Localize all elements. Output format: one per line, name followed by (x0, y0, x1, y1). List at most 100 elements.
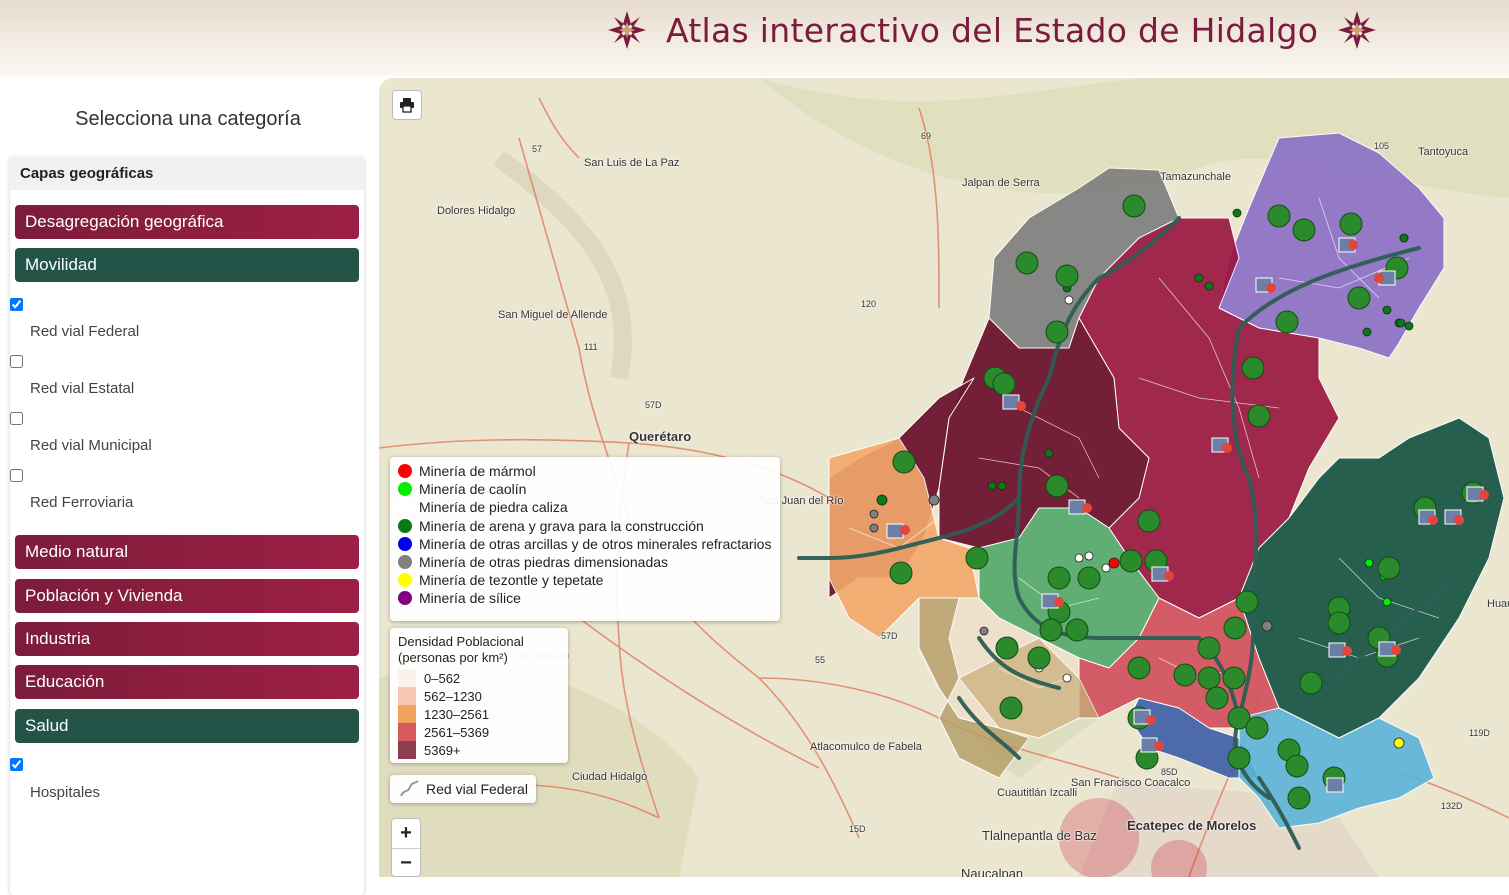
legend-label: Minería de sílice (419, 590, 521, 607)
place-label: Atlacomulco de Fabela (810, 741, 922, 753)
density-legend-title: Densidad Poblacional (personas por km²) (398, 634, 524, 665)
legend-label: 0–562 (424, 670, 461, 686)
legend-label: 562–1230 (424, 688, 482, 704)
checkbox-red-ferroviaria[interactable] (10, 469, 23, 482)
place-label: Huau (1487, 598, 1509, 610)
legend-row: Minería de sílice (390, 589, 780, 607)
legend-swatch (398, 741, 416, 759)
map-view[interactable]: San Luis de La Paz Dolores Hidalgo San M… (379, 78, 1509, 877)
legend-dot (398, 573, 412, 588)
zoom-out-button[interactable]: − (400, 852, 412, 874)
sidebar-heading: Selecciona una categoría (75, 108, 301, 130)
legend-dot (398, 591, 412, 606)
legend-dot (398, 482, 412, 497)
legend-row: Minería de tezontle y tepetate (390, 571, 780, 589)
road-legend: Red vial Federal (390, 775, 536, 803)
place-label: San Francisco Coacalco (1071, 777, 1191, 789)
layer-label-red-vial-federal: Red vial Federal (30, 323, 140, 340)
legend-label: 1230–2561 (424, 706, 490, 722)
legend-row: Minería de otras arcillas y de otros min… (390, 535, 780, 553)
tree-icons (889, 194, 1485, 810)
zoom-control: + − (391, 818, 421, 877)
place-label: San Miguel de Allende (498, 309, 608, 321)
hospital-markers (886, 237, 1489, 793)
category-medio-natural[interactable]: Medio natural (15, 535, 359, 569)
legend-label: Minería de mármol (419, 463, 536, 480)
legend-dot (398, 555, 412, 570)
road-label: 55 (815, 655, 826, 665)
place-label: Cuautitlán Izcalli (997, 787, 1078, 799)
road-label: 111 (584, 342, 598, 352)
road-label: 57D (645, 400, 662, 410)
density-legend: Densidad Poblacional (personas por km²) … (390, 628, 568, 763)
place-label: Naucalpan (961, 866, 1024, 877)
legend-row: Minería de caolín (390, 480, 780, 498)
mining-legend: Minería de mármol Minería de caolín Mine… (390, 457, 780, 621)
place-label: Dolores Hidalgo (437, 205, 516, 217)
road-label: 132D (1441, 801, 1463, 811)
print-button[interactable] (392, 90, 422, 120)
place-label: Ecatepec de Morelos (1127, 818, 1257, 833)
legend-dot (398, 500, 412, 515)
legend-label: Minería de otras piedras dimensionadas (419, 554, 669, 571)
place-label: Ciudad Hidalgo (572, 771, 648, 783)
layer-label-red-vial-estatal: Red vial Estatal (30, 380, 135, 397)
road-label: 119D (1469, 728, 1490, 738)
legend-row: Minería de mármol (390, 462, 780, 480)
place-label: Jalpan de Serra (962, 177, 1040, 189)
category-industria[interactable]: Industria (15, 622, 359, 656)
road-label: 57 (532, 144, 543, 154)
legend-row: Minería de piedra caliza (390, 498, 780, 516)
place-label: Tlalnepantla de Baz (982, 828, 1097, 843)
layer-label-red-vial-municipal: Red vial Municipal (30, 437, 152, 454)
legend-dot (398, 518, 412, 533)
place-label: San Luis de La Paz (584, 157, 680, 169)
category-movilidad[interactable]: Movilidad (15, 248, 359, 282)
sidebar: Selecciona una categoría Capas geográfic… (0, 76, 376, 895)
legend-label: Minería de otras arcillas y de otros min… (419, 535, 772, 552)
legend-swatch (398, 723, 416, 741)
road-label: 15D (849, 824, 866, 834)
road-label: 69 (921, 131, 932, 141)
legend-swatch (398, 687, 416, 705)
checkbox-red-vial-municipal[interactable] (10, 412, 23, 425)
place-label: San Juan del Río (759, 495, 844, 507)
legend-row: 0–562 (398, 669, 568, 687)
road-line-icon (400, 780, 419, 797)
place-label: Querétaro (629, 429, 692, 444)
layer-label-hospitales: Hospitales (30, 784, 101, 801)
legend-label: Minería de tezontle y tepetate (419, 572, 604, 589)
legend-row: Minería de arena y grava para la constru… (390, 517, 780, 535)
logo-star-icon (1338, 11, 1377, 49)
layer-panel-title: Capas geográficas (10, 157, 364, 190)
legend-row: Minería de otras piedras dimensionadas (390, 553, 780, 571)
printer-icon (400, 98, 414, 113)
legend-label: 5369+ (424, 742, 461, 758)
place-label: Tantoyuca (1418, 146, 1469, 158)
checkbox-hospitales[interactable] (10, 758, 23, 771)
road-label: 105 (1374, 141, 1390, 151)
legend-row: 2561–5369 (398, 723, 568, 741)
legend-label: Minería de caolín (419, 481, 527, 498)
legend-label: 2561–5369 (424, 724, 490, 740)
road-label: 120 (861, 299, 877, 309)
category-educacion[interactable]: Educación (15, 665, 359, 699)
legend-swatch (398, 705, 416, 723)
checkbox-red-vial-estatal[interactable] (10, 355, 23, 368)
logo-star-icon (608, 11, 646, 49)
legend-row: 562–1230 (398, 687, 568, 705)
legend-dot (398, 464, 412, 479)
legend-label: Minería de piedra caliza (419, 499, 568, 516)
category-salud[interactable]: Salud (15, 709, 359, 743)
category-poblacion-vivienda[interactable]: Población y Vivienda (15, 579, 359, 613)
checkbox-red-vial-federal[interactable] (10, 298, 23, 311)
header-title-group: Atlas interactivo del Estado de Hidalgo (606, 8, 1378, 52)
basemap (379, 78, 1509, 877)
legend-dot (398, 536, 412, 551)
place-label: Tamazunchale (1160, 171, 1231, 183)
zoom-in-button[interactable]: + (392, 819, 420, 849)
legend-row: 5369+ (398, 741, 568, 759)
header: Atlas interactivo del Estado de Hidalgo (0, 0, 1509, 76)
road-label: 85D (1161, 767, 1178, 777)
category-desagregacion[interactable]: Desagregación geográfica (15, 205, 359, 239)
